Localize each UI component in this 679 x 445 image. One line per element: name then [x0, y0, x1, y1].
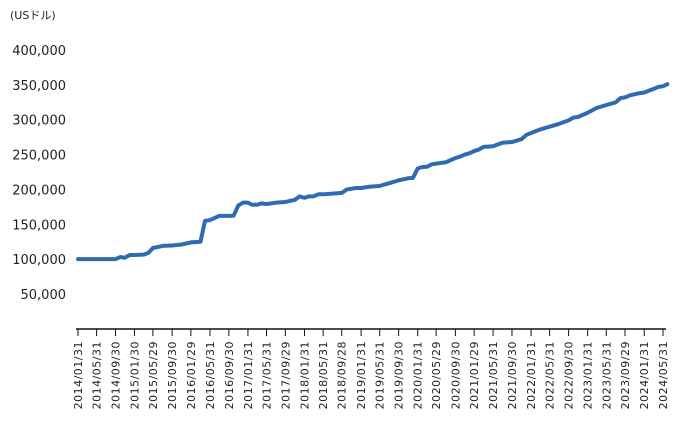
x-tick-label: 2016/05/31	[204, 341, 217, 409]
y-tick-label: 300,000	[12, 114, 66, 129]
x-tick-label: 2021/01/29	[468, 341, 481, 409]
y-tick-label: 200,000	[12, 183, 66, 198]
x-tick-label: 2023/01/31	[582, 341, 595, 409]
x-tick-label: 2023/05/31	[600, 341, 613, 409]
x-tick-label: 2018/05/31	[317, 341, 330, 409]
x-tick-label: 2021/09/30	[506, 341, 519, 409]
x-axis-ticks: 2014/01/31 2014/05/31 2014/09/30 2015/01/30…	[72, 329, 670, 409]
x-tick-label: 2018/01/31	[299, 341, 312, 409]
x-tick-label: 2019/05/31	[374, 341, 387, 409]
y-tick-label: 250,000	[12, 149, 66, 164]
x-tick-label: 2015/01/30	[128, 341, 141, 409]
y-tick-label: 100,000	[12, 253, 66, 268]
x-tick-label: 2020/01/31	[412, 341, 425, 409]
x-tick-label: 2022/09/30	[563, 341, 576, 409]
x-tick-label: 2016/01/29	[185, 341, 198, 409]
x-tick-label: 2018/09/28	[336, 341, 349, 409]
unit-label: (USドル)	[10, 9, 56, 22]
x-tick-label: 2022/05/31	[544, 341, 557, 409]
series-group	[76, 82, 670, 262]
x-tick-label: 2021/05/31	[487, 341, 500, 409]
y-tick-label: 400,000	[12, 44, 66, 59]
x-tick-label: 2017/09/29	[279, 341, 292, 409]
y-tick-label: 50,000	[21, 288, 67, 303]
x-tick-label: 2023/09/29	[619, 341, 632, 409]
x-tick-label: 2015/09/30	[166, 341, 179, 409]
x-tick-label: 2019/09/30	[393, 341, 406, 409]
x-tick-label: 2020/09/30	[449, 341, 462, 409]
y-tick-label: 350,000	[12, 79, 66, 94]
x-tick-label: 2017/01/31	[242, 341, 255, 409]
x-tick-label: 2024/05/31	[657, 341, 670, 409]
y-axis-ticks: 50,000 100,000 150,000 200,000 250,000 300,00…	[12, 44, 66, 303]
series-line	[76, 82, 670, 262]
x-tick-label: 2017/05/31	[261, 341, 274, 409]
x-tick-label: 2014/01/31	[72, 341, 85, 409]
x-tick-label: 2016/09/30	[223, 341, 236, 409]
x-tick-label: 2015/05/29	[147, 341, 160, 409]
y-tick-label: 150,000	[12, 218, 66, 233]
x-tick-label: 2019/01/31	[355, 341, 368, 409]
x-tick-label: 2014/09/30	[110, 341, 123, 409]
x-tick-label: 2022/01/31	[525, 341, 538, 409]
x-tick-label: 2014/05/31	[91, 341, 104, 409]
x-tick-label: 2024/01/31	[638, 341, 651, 409]
x-tick-label: 2020/05/29	[430, 341, 443, 409]
